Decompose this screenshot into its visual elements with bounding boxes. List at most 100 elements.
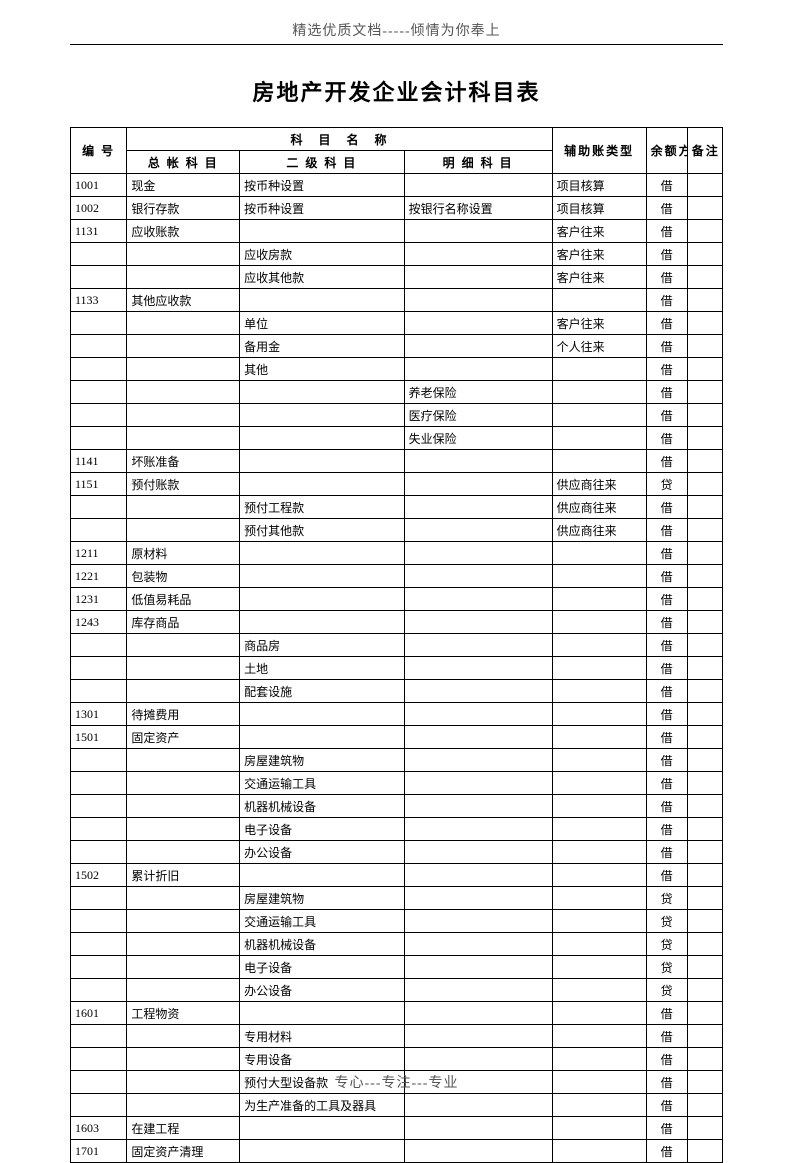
cell-note: [687, 220, 722, 243]
cell-dir: 借: [646, 818, 687, 841]
table-row: 房屋建筑物借: [71, 749, 723, 772]
table-row: 机器机械设备贷: [71, 933, 723, 956]
cell-l3: [404, 542, 552, 565]
cell-aux: [552, 542, 646, 565]
cell-note: [687, 427, 722, 450]
cell-l3: [404, 220, 552, 243]
cell-aux: [552, 611, 646, 634]
table-row: 1002银行存款按币种设置按银行名称设置项目核算借: [71, 197, 723, 220]
table-row: 养老保险借: [71, 381, 723, 404]
cell-l2: 按币种设置: [240, 197, 404, 220]
cell-code: [71, 496, 127, 519]
cell-dir: 借: [646, 243, 687, 266]
cell-l2: 商品房: [240, 634, 404, 657]
cell-l3: [404, 703, 552, 726]
cell-note: [687, 634, 722, 657]
cell-l3: [404, 726, 552, 749]
cell-l3: [404, 174, 552, 197]
cell-l3: [404, 956, 552, 979]
cell-aux: [552, 749, 646, 772]
table-row: 1131应收账款客户往来借: [71, 220, 723, 243]
cell-l2: [240, 289, 404, 312]
th-dir: 余额方向: [646, 128, 687, 174]
cell-aux: [552, 358, 646, 381]
cell-code: 1133: [71, 289, 127, 312]
page-header: 精选优质文档-----倾情为你奉上: [0, 0, 793, 40]
cell-l1: 固定资产: [127, 726, 240, 749]
cell-l3: [404, 519, 552, 542]
cell-dir: 借: [646, 427, 687, 450]
cell-aux: [552, 1048, 646, 1071]
cell-note: [687, 680, 722, 703]
table-row: 为生产准备的工具及器具借: [71, 1094, 723, 1117]
cell-l1: [127, 519, 240, 542]
cell-l3: 按银行名称设置: [404, 197, 552, 220]
cell-aux: 项目核算: [552, 197, 646, 220]
cell-code: [71, 680, 127, 703]
cell-l3: [404, 818, 552, 841]
cell-dir: 借: [646, 703, 687, 726]
cell-dir: 借: [646, 841, 687, 864]
cell-l2: [240, 450, 404, 473]
cell-note: [687, 174, 722, 197]
cell-l2: 应收其他款: [240, 266, 404, 289]
cell-l2: [240, 427, 404, 450]
cell-l1: [127, 404, 240, 427]
cell-dir: 借: [646, 289, 687, 312]
table-row: 1502累计折旧借: [71, 864, 723, 887]
cell-dir: 借: [646, 1140, 687, 1163]
cell-code: [71, 312, 127, 335]
cell-dir: 借: [646, 358, 687, 381]
cell-aux: [552, 726, 646, 749]
cell-l3: [404, 634, 552, 657]
table-row: 失业保险借: [71, 427, 723, 450]
cell-aux: [552, 841, 646, 864]
cell-dir: 借: [646, 1002, 687, 1025]
cell-aux: [552, 864, 646, 887]
cell-dir: 贷: [646, 887, 687, 910]
cell-dir: 借: [646, 634, 687, 657]
cell-note: [687, 1117, 722, 1140]
cell-dir: 借: [646, 611, 687, 634]
table-body: 1001现金按币种设置项目核算借1002银行存款按币种设置按银行名称设置项目核算…: [71, 174, 723, 1163]
cell-l2: 应收房款: [240, 243, 404, 266]
cell-dir: 借: [646, 266, 687, 289]
cell-code: 1211: [71, 542, 127, 565]
cell-l3: 养老保险: [404, 381, 552, 404]
cell-aux: [552, 1094, 646, 1117]
table-row: 专用设备借: [71, 1048, 723, 1071]
cell-l1: [127, 749, 240, 772]
cell-dir: 借: [646, 335, 687, 358]
cell-aux: 供应商往来: [552, 496, 646, 519]
table-row: 商品房 借: [71, 634, 723, 657]
cell-code: [71, 979, 127, 1002]
cell-l1: [127, 795, 240, 818]
cell-dir: 借: [646, 174, 687, 197]
cell-l3: [404, 772, 552, 795]
cell-l3: [404, 565, 552, 588]
table-row: 交通运输工具贷: [71, 910, 723, 933]
cell-code: [71, 1025, 127, 1048]
cell-code: 1243: [71, 611, 127, 634]
th-note: 备注: [687, 128, 722, 174]
cell-l1: [127, 818, 240, 841]
cell-aux: [552, 657, 646, 680]
cell-l1: [127, 243, 240, 266]
cell-dir: 借: [646, 197, 687, 220]
cell-code: [71, 956, 127, 979]
cell-aux: 客户往来: [552, 266, 646, 289]
cell-l1: 应收账款: [127, 220, 240, 243]
cell-l1: 其他应收款: [127, 289, 240, 312]
cell-code: [71, 404, 127, 427]
cell-note: [687, 312, 722, 335]
cell-note: [687, 1094, 722, 1117]
cell-note: [687, 726, 722, 749]
cell-l3: [404, 1140, 552, 1163]
cell-l3: [404, 312, 552, 335]
table-row: 电子设备借: [71, 818, 723, 841]
cell-note: [687, 243, 722, 266]
cell-note: [687, 542, 722, 565]
cell-aux: [552, 680, 646, 703]
cell-l1: [127, 680, 240, 703]
cell-l3: [404, 749, 552, 772]
